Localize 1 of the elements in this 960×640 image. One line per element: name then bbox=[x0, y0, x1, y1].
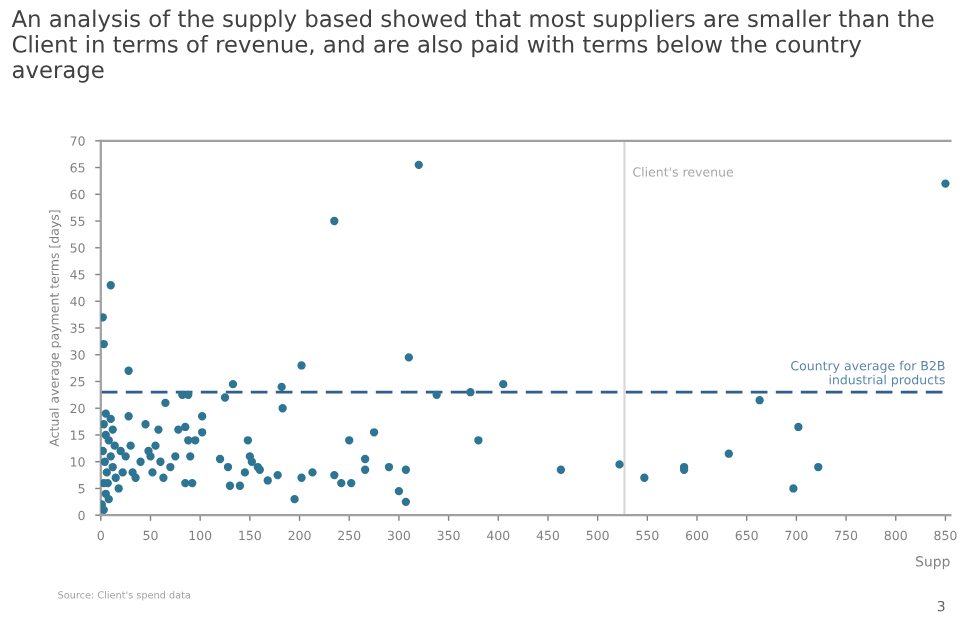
chart-title: An analysis of the supply based showed that most suppliers are smaller than the Client in terms of revenue, and are also paid with terms below the country average bbox=[11, 9, 934, 83]
